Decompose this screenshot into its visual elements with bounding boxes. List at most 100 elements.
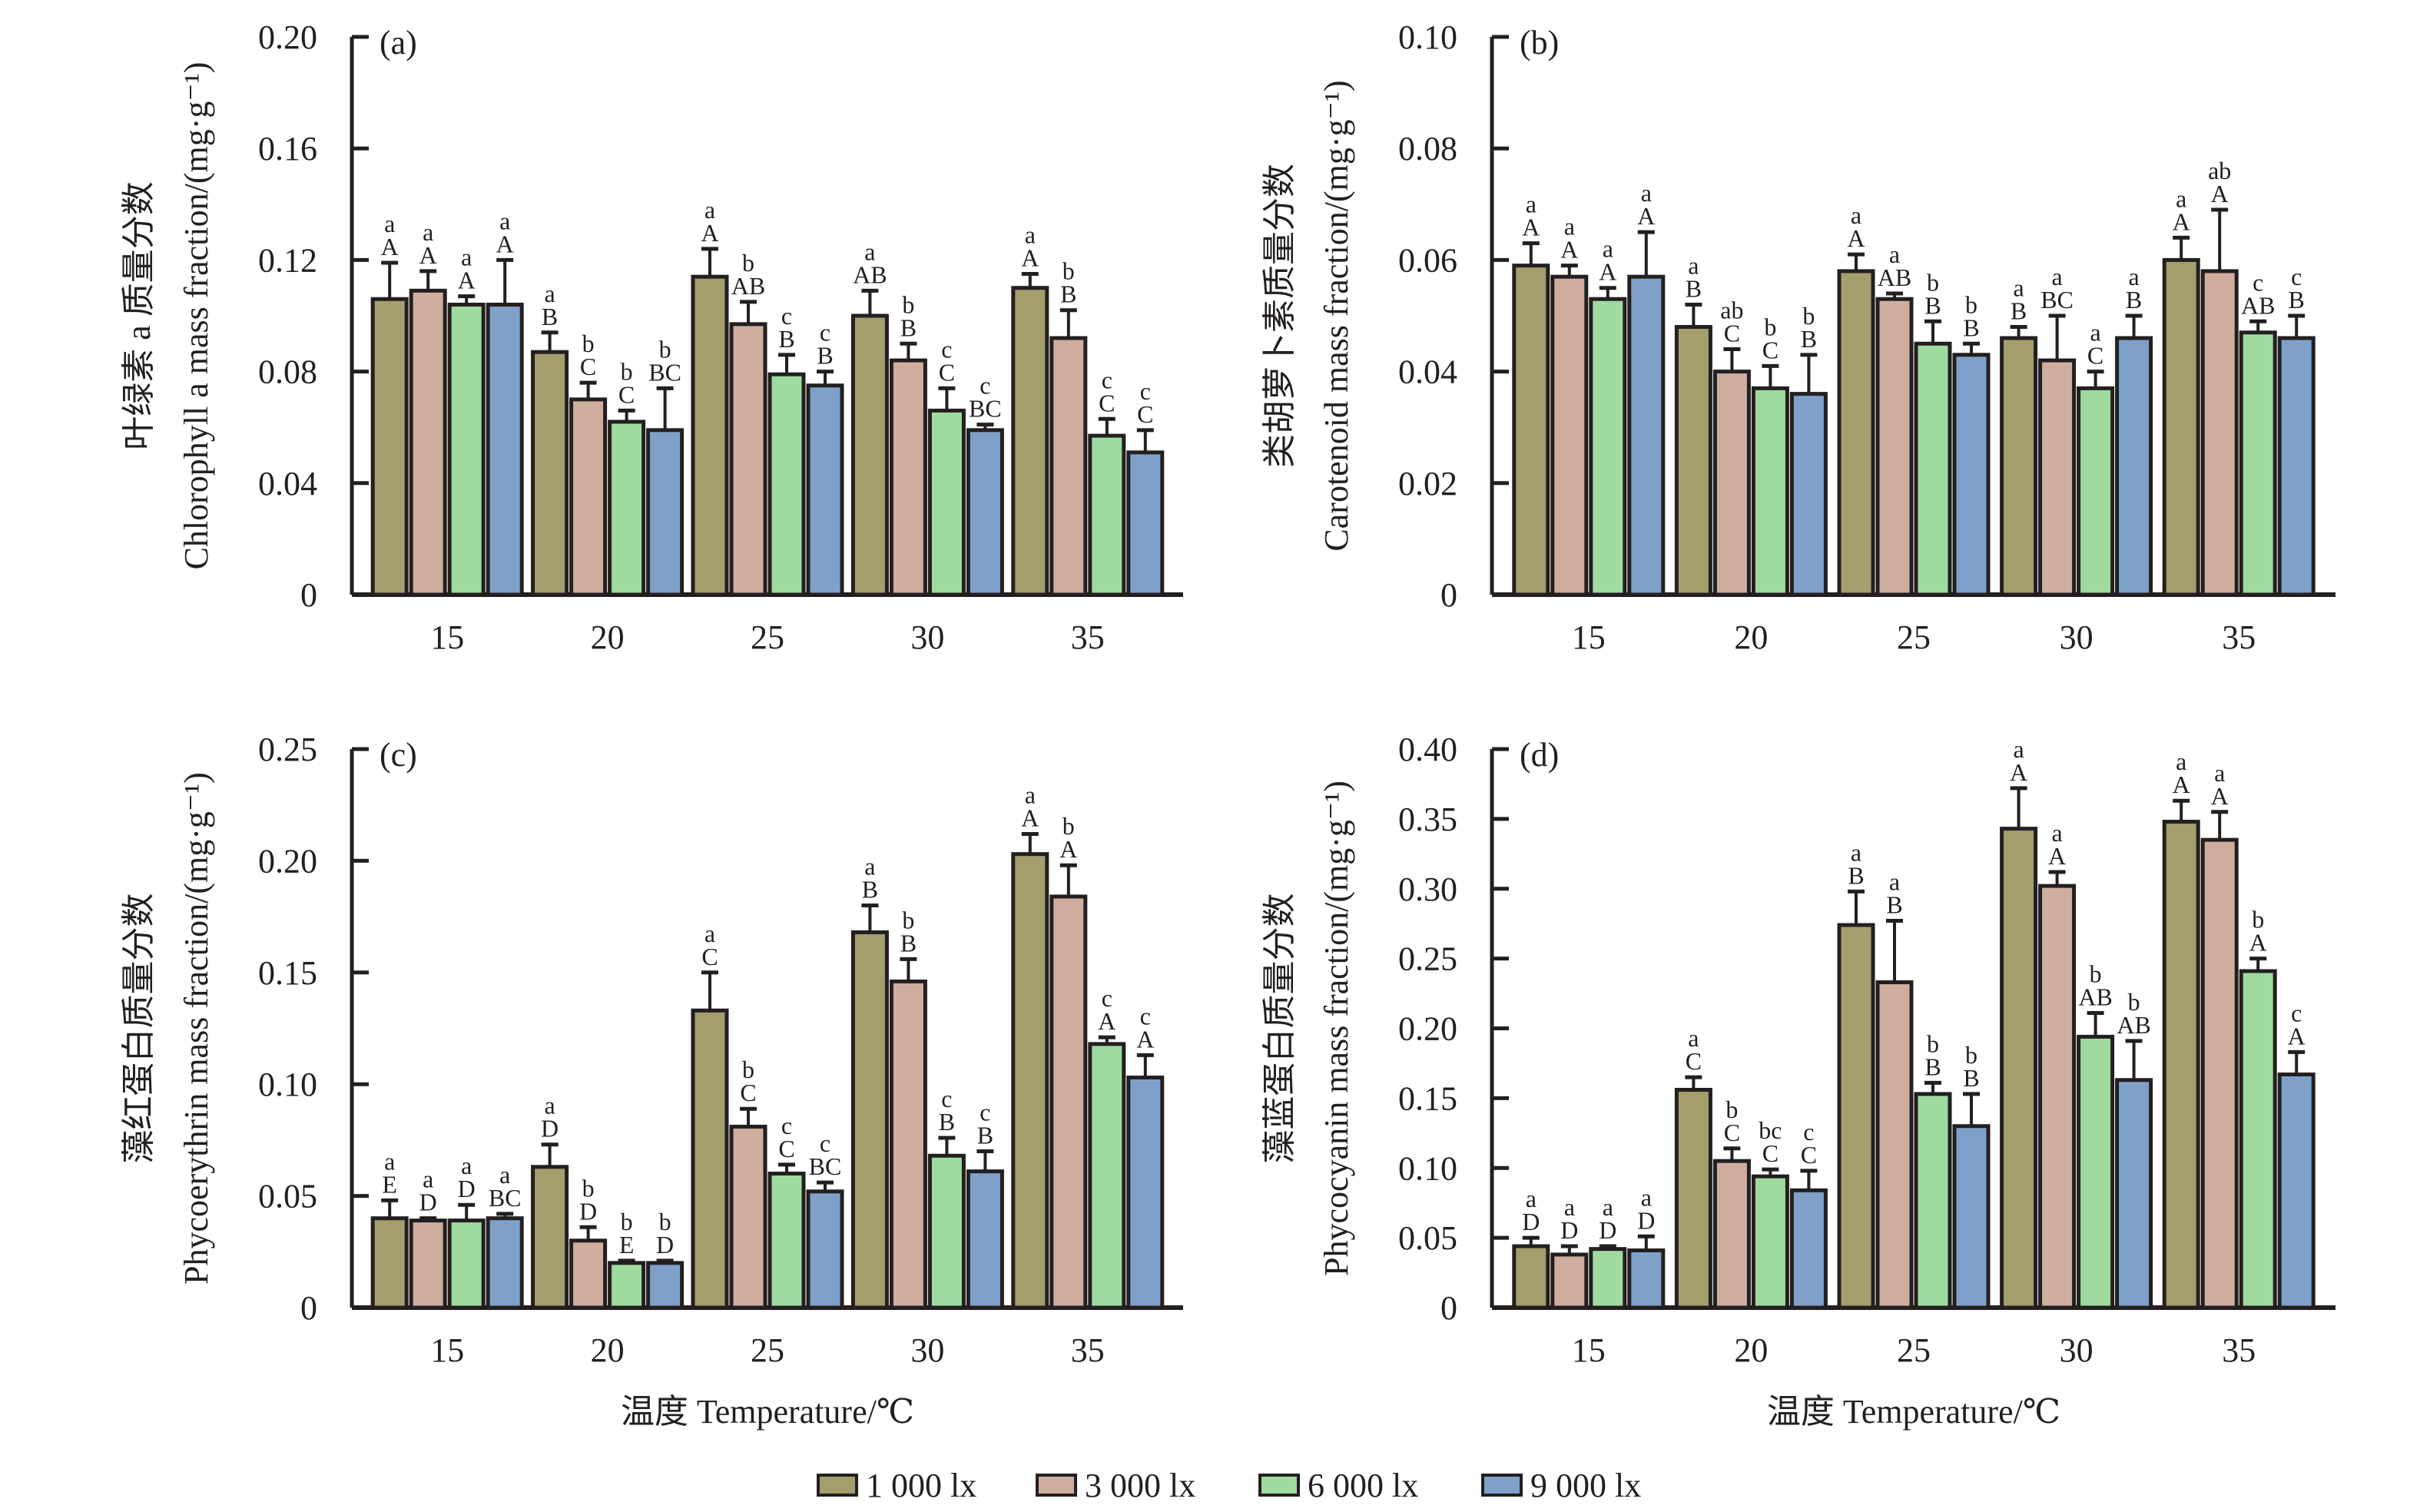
significance-lower: a (1025, 781, 1036, 809)
significance-upper: C (701, 943, 718, 970)
significance-lower: c (781, 302, 792, 330)
y-axis-label-cn: 叶绿素 a 质量分数 (120, 181, 157, 450)
significance-upper: BC (809, 1152, 842, 1180)
significance-lower: a (461, 1152, 472, 1179)
significance-lower: a (544, 280, 555, 307)
significance-upper: B (1924, 1053, 1941, 1080)
significance-lower: a (2128, 263, 2139, 290)
significance-upper: B (1060, 280, 1076, 308)
significance-lower: b (1062, 812, 1075, 840)
significance-upper: B (1963, 313, 1979, 341)
bar (729, 1124, 767, 1310)
significance-upper: AB (1878, 264, 1911, 291)
bar (2239, 969, 2277, 1310)
bar (1550, 1252, 1589, 1310)
bar (608, 1261, 646, 1310)
significance-lower: b (1802, 302, 1815, 330)
significance-upper: B (2126, 286, 2142, 313)
bar (1952, 353, 1991, 597)
y-tick-label: 0.12 (258, 241, 317, 279)
significance-lower: a (2176, 184, 2186, 212)
x-tick-label: 15 (1572, 1331, 1606, 1369)
significance-upper: AB (2241, 291, 2275, 319)
legend-label: 9 000 lx (1530, 1467, 1641, 1504)
significance-lower: b (659, 1208, 671, 1235)
significance-lower: c (980, 1098, 990, 1126)
significance-upper: A (2211, 180, 2229, 207)
significance-lower: b (659, 335, 671, 363)
x-tick-label: 35 (1071, 618, 1105, 656)
bar (1751, 1174, 1789, 1310)
y-axis-label-en: Carotenoid mass fraction/(mg·g⁻¹) (1318, 80, 1355, 551)
significance-lower: b (2252, 906, 2264, 933)
legend: 1 000 lx 3 000 lx 6 000 lx 9 000 lx (817, 1467, 1641, 1504)
significance-upper: C (1099, 389, 1115, 416)
bar (1512, 264, 1550, 597)
significance-upper: D (458, 1175, 476, 1202)
y-tick-label: 0.04 (258, 465, 317, 502)
significance-upper: C (1762, 1139, 1779, 1167)
bar (1674, 1087, 1712, 1310)
significance-lower: a (461, 244, 472, 271)
significance-lower: a (1851, 201, 1861, 229)
bar (1875, 297, 1914, 597)
significance-upper: A (2211, 782, 2229, 810)
bar (1789, 392, 1828, 597)
significance-lower: ab (2208, 157, 2231, 184)
significance-lower: c (941, 1085, 952, 1112)
x-tick-label: 25 (751, 1331, 784, 1369)
bar (850, 930, 889, 1310)
significance-upper: A (1021, 804, 1039, 832)
bar (1126, 450, 1165, 597)
bar (409, 1219, 447, 1310)
bar (1789, 1188, 1828, 1310)
significance-upper: A (2249, 929, 2267, 957)
significance-lower: a (499, 207, 510, 234)
legend-label: 6 000 lx (1308, 1467, 1418, 1504)
bar (447, 1219, 486, 1310)
significance-lower: b (1965, 1041, 1977, 1069)
significance-upper: BC (648, 358, 681, 386)
x-tick-label: 30 (910, 1331, 944, 1369)
y-axis-label-cn: 藻红蛋白质量分数 (120, 894, 157, 1164)
significance-lower: a (2013, 735, 2024, 763)
x-axis-title: 温度 Temperature/℃ (1767, 1393, 2060, 1431)
significance-upper: A (381, 233, 399, 260)
y-tick-label: 0.16 (258, 130, 317, 167)
significance-lower: a (1641, 1183, 1652, 1211)
significance-upper: A (2173, 771, 2190, 798)
bar (1049, 894, 1088, 1310)
bar (1952, 1124, 1991, 1310)
y-axis-label-cn: 类胡萝卜素质量分数 (1261, 164, 1298, 468)
significance-upper: C (1686, 1047, 1702, 1075)
bar (889, 979, 927, 1310)
bar (1837, 269, 1875, 597)
chart-panel-2: 0 0.05 0.10 0.15 0.20 0.25 (c) 藻红蛋白质量分数 Phycoery… (120, 731, 1183, 1431)
significance-upper: B (862, 876, 878, 904)
chart-panel-1: 0 0.02 0.04 0.06 0.08 0.10 (b) 类胡萝卜素质量分数 Caroten… (1261, 18, 2335, 656)
significance-lower: b (582, 1174, 595, 1202)
bar (1011, 286, 1049, 597)
bar (2277, 1072, 2316, 1310)
significance-lower: a (1025, 221, 1036, 249)
significance-upper: A (496, 230, 514, 257)
significance-upper: BC (969, 395, 1002, 423)
bar (1589, 1247, 1627, 1310)
x-tick-label: 30 (2060, 1331, 2093, 1369)
bar (646, 428, 685, 597)
significance-upper: C (740, 1079, 756, 1106)
bar (409, 288, 447, 597)
significance-upper: AB (2117, 1011, 2150, 1039)
significance-upper: A (701, 219, 718, 247)
significance-lower: a (1564, 213, 1575, 240)
y-tick-label: 0.06 (1398, 241, 1457, 279)
significance-upper: A (2173, 207, 2190, 235)
bar (850, 313, 889, 597)
significance-lower: c (781, 1112, 792, 1139)
legend-swatch (1258, 1474, 1300, 1497)
bar (531, 1165, 569, 1310)
significance-lower: c (820, 319, 830, 346)
bar (1627, 274, 1666, 597)
y-tick-label: 0.10 (1398, 1149, 1457, 1187)
bar (2200, 269, 2239, 597)
